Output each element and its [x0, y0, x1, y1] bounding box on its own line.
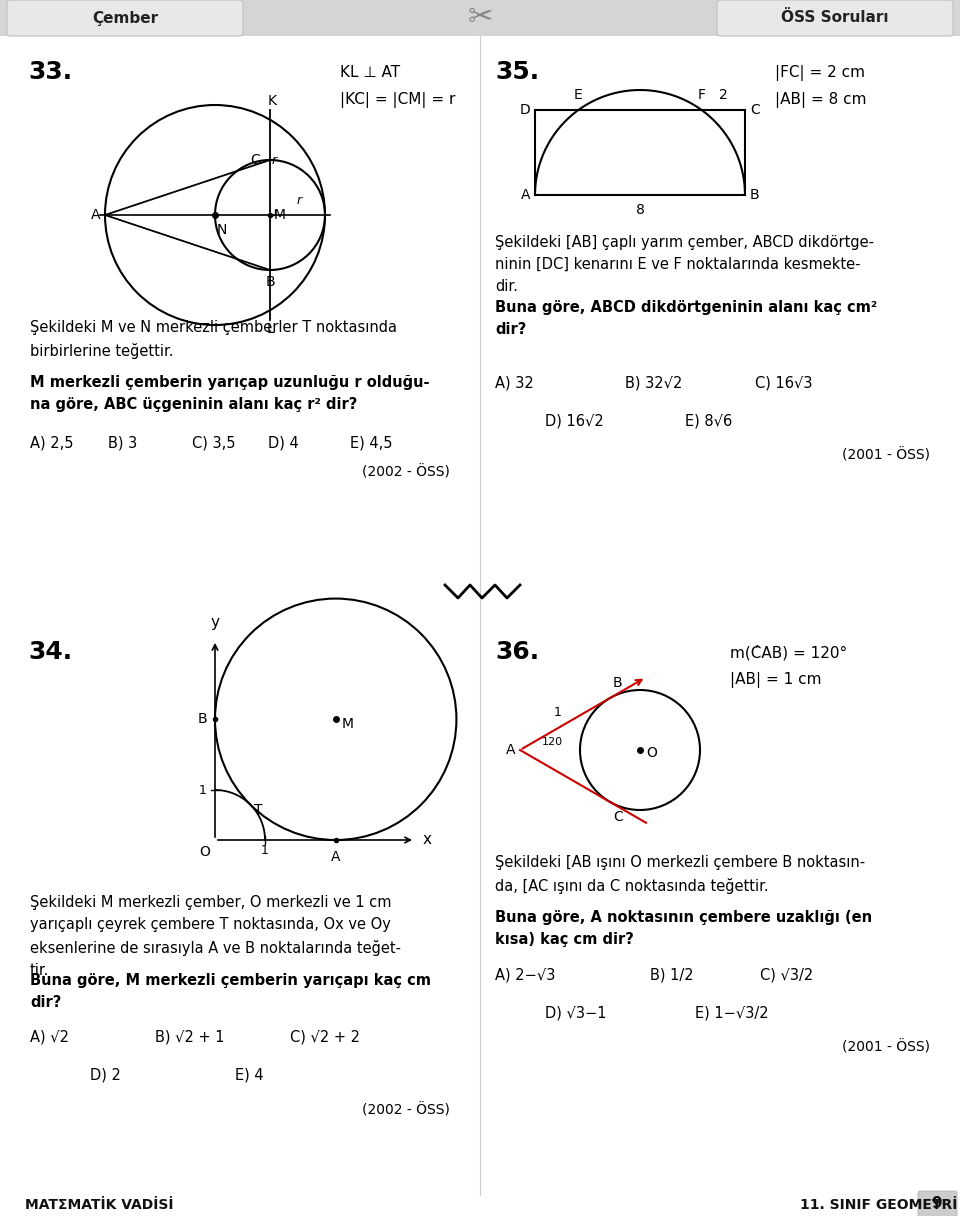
Text: Şekildeki M merkezli çember, O merkezli ve 1 cm
yarıçaplı çeyrek çembere T nokta: Şekildeki M merkezli çember, O merkezli … [30, 895, 401, 978]
Text: M: M [342, 717, 353, 731]
Text: B) 32√2: B) 32√2 [625, 375, 683, 390]
Text: C) 3,5: C) 3,5 [192, 435, 235, 450]
Text: B: B [265, 275, 275, 289]
FancyBboxPatch shape [918, 1190, 957, 1216]
FancyBboxPatch shape [717, 0, 953, 36]
Text: 1: 1 [261, 844, 269, 856]
Text: 33.: 33. [28, 60, 72, 84]
Text: A) √2: A) √2 [30, 1030, 69, 1045]
Text: Çember: Çember [92, 11, 158, 26]
Text: ✂: ✂ [468, 4, 492, 33]
Text: N: N [217, 223, 228, 237]
Text: E) 1−√3/2: E) 1−√3/2 [695, 1004, 769, 1020]
Text: 35.: 35. [495, 60, 540, 84]
Text: 1: 1 [199, 783, 207, 796]
Text: A: A [506, 743, 515, 758]
Text: T: T [254, 803, 263, 817]
Text: D) 2: D) 2 [90, 1068, 121, 1083]
Text: E) 4: E) 4 [235, 1068, 264, 1083]
Text: y: y [210, 615, 220, 630]
Text: B) 1/2: B) 1/2 [650, 967, 694, 983]
Text: B: B [613, 676, 623, 689]
Text: m(ĈAB) = 120°: m(ĈAB) = 120° [730, 644, 848, 660]
Text: A) 2−√3: A) 2−√3 [495, 967, 556, 983]
Text: Şekildeki [AB ışını O merkezli çembere B noktasın-
da, [AC ışını da C noktasında: Şekildeki [AB ışını O merkezli çembere B… [495, 855, 865, 894]
Text: |FC| = 2 cm: |FC| = 2 cm [775, 64, 865, 81]
Text: Şekildeki [AB] çaplı yarım çember, ABCD dikdörtge-
ninin [DC] kenarını E ve F no: Şekildeki [AB] çaplı yarım çember, ABCD … [495, 235, 874, 294]
Text: C) 16√3: C) 16√3 [755, 375, 812, 390]
Text: r: r [297, 195, 302, 207]
Text: MATΣMATİK VADİSİ: MATΣMATİK VADİSİ [25, 1198, 174, 1212]
Text: |AB| = 1 cm: |AB| = 1 cm [730, 672, 822, 688]
Text: |AB| = 8 cm: |AB| = 8 cm [775, 92, 867, 108]
Text: E) 4,5: E) 4,5 [350, 435, 393, 450]
Text: KL ⊥ AT: KL ⊥ AT [340, 64, 400, 80]
Text: B: B [198, 713, 207, 726]
Text: 34.: 34. [28, 640, 72, 664]
Text: D) 16√2: D) 16√2 [545, 413, 604, 428]
Text: Buna göre, M merkezli çemberin yarıçapı kaç cm
dir?: Buna göre, M merkezli çemberin yarıçapı … [30, 973, 431, 1010]
Text: O: O [199, 845, 210, 858]
Text: (2002 - ÖSS): (2002 - ÖSS) [362, 465, 450, 479]
Text: B: B [750, 188, 759, 202]
Text: A: A [520, 188, 530, 202]
Text: Buna göre, A noktasının çembere uzaklığı (en
kısa) kaç cm dir?: Buna göre, A noktasının çembere uzaklığı… [495, 910, 872, 947]
Text: B) 3: B) 3 [108, 435, 137, 450]
Text: 2: 2 [719, 88, 728, 102]
Bar [0, 0, 960, 36]
Text: C) √2 + 2: C) √2 + 2 [290, 1030, 360, 1045]
Text: D) √3−1: D) √3−1 [545, 1004, 607, 1020]
Text: (2001 - ÖSS): (2001 - ÖSS) [842, 1040, 930, 1054]
Text: x: x [423, 833, 432, 848]
FancyBboxPatch shape [7, 0, 243, 36]
Text: C: C [251, 153, 260, 167]
Text: B) √2 + 1: B) √2 + 1 [155, 1030, 225, 1045]
Text: E: E [574, 88, 583, 102]
Text: A) 2,5: A) 2,5 [30, 435, 74, 450]
Text: Şekildeki M ve N merkezli çemberler T noktasında
birbirlerine teğettir.: Şekildeki M ve N merkezli çemberler T no… [30, 320, 397, 359]
Text: M: M [274, 208, 286, 223]
Text: E) 8√6: E) 8√6 [685, 413, 732, 428]
Text: O: O [646, 745, 657, 760]
Text: 9: 9 [932, 1197, 943, 1211]
Text: (2001 - ÖSS): (2001 - ÖSS) [842, 447, 930, 462]
Text: C) √3/2: C) √3/2 [760, 967, 813, 983]
Text: 36.: 36. [495, 640, 540, 664]
Text: 1: 1 [554, 706, 562, 719]
Text: r: r [272, 153, 277, 167]
Text: L: L [266, 322, 274, 337]
Text: Buna göre, ABCD dikdörtgeninin alanı kaç cm²
dir?: Buna göre, ABCD dikdörtgeninin alanı kaç… [495, 300, 877, 337]
Text: A: A [90, 208, 100, 223]
Text: M merkezli çemberin yarıçap uzunluğu r olduğu-
na göre, ABC üçgeninin alanı kaç : M merkezli çemberin yarıçap uzunluğu r o… [30, 375, 429, 412]
Text: |KC| = |CM| = r: |KC| = |CM| = r [340, 92, 455, 108]
Text: 11. SINIF GEOMETRİ: 11. SINIF GEOMETRİ [800, 1198, 957, 1212]
Text: A) 32: A) 32 [495, 375, 534, 390]
Text: 8: 8 [636, 203, 644, 216]
Text: A: A [331, 850, 341, 865]
Text: D: D [519, 103, 530, 117]
Text: F: F [698, 88, 706, 102]
Text: (2002 - ÖSS): (2002 - ÖSS) [362, 1103, 450, 1118]
Text: K: K [268, 94, 276, 108]
Text: 120: 120 [542, 737, 564, 747]
Bar [535, 109, 745, 195]
Text: C: C [613, 810, 623, 824]
Text: ÖSS Soruları: ÖSS Soruları [781, 11, 889, 26]
Text: D) 4: D) 4 [268, 435, 299, 450]
Text: C: C [750, 103, 759, 117]
